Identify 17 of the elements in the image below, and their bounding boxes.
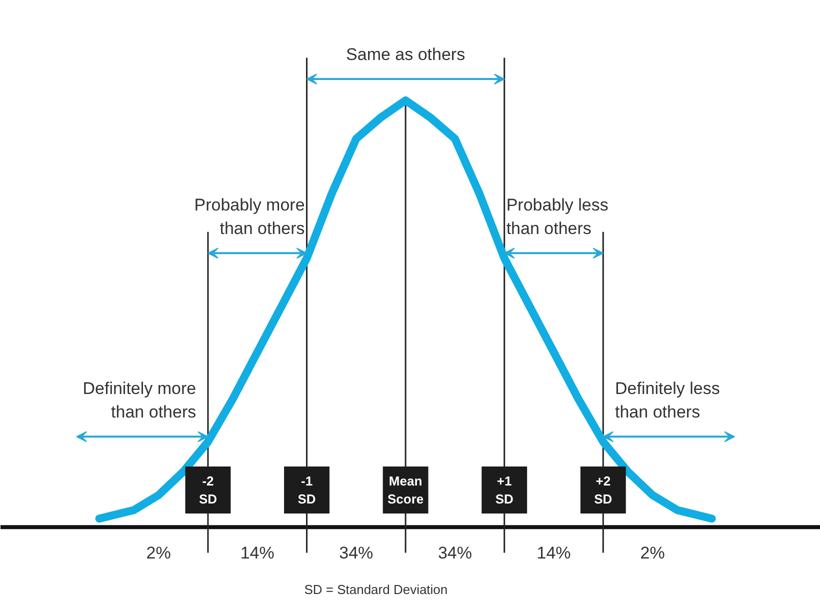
x-tick-label: Mean Score	[387, 474, 424, 507]
text: 34%	[438, 543, 472, 562]
x-tick-label: -2 SD	[198, 474, 218, 507]
annotation: Probably less than others	[506, 195, 608, 238]
annotation: Definitely less than others	[615, 378, 720, 422]
x-tick-label: +2 SD	[594, 474, 612, 507]
text: 14%	[536, 543, 571, 562]
x-tick-label: -1 SD	[298, 474, 316, 507]
annotation: Definitely more than others	[82, 378, 196, 422]
text: 34%	[339, 543, 374, 562]
text: 14%	[240, 543, 274, 562]
text: SD = Standard Deviation	[304, 582, 448, 597]
annotation: Probably more than others	[194, 195, 305, 238]
text: 2%	[640, 543, 665, 562]
text: 2%	[146, 543, 171, 562]
text: Same as others	[346, 45, 466, 64]
x-tick-label: +1 SD	[495, 474, 514, 507]
